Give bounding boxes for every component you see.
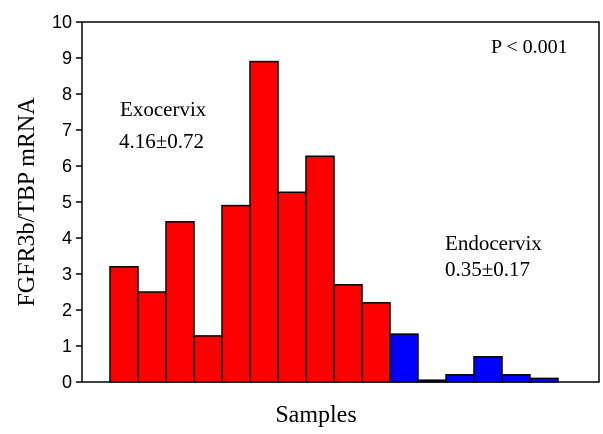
bar-exocervix-10	[361, 302, 391, 383]
exocervix-label: Exocervix	[120, 97, 207, 121]
y-tick-label: 2	[62, 300, 72, 320]
bar-endocervix-2	[417, 379, 447, 383]
y-tick-label: 6	[62, 156, 72, 176]
bar-exocervix-3	[165, 221, 195, 383]
p-value-annotation: P < 0.001	[491, 36, 568, 58]
bar-endocervix-3	[445, 374, 475, 383]
y-tick-label: 1	[62, 336, 72, 356]
y-tick-label: 7	[62, 120, 72, 140]
bar-exocervix-1	[109, 266, 139, 383]
bar-exocervix-5	[221, 204, 251, 383]
y-tick-label: 4	[62, 228, 72, 248]
bars	[109, 60, 559, 383]
bar-exocervix-4	[193, 335, 223, 383]
y-tick-label: 0	[62, 372, 72, 392]
y-axis: 0 1 2 3 4 5 6 7 8 9 10	[52, 12, 82, 392]
bar-exocervix-9	[333, 284, 363, 383]
bar-endocervix-1	[389, 333, 419, 383]
bar-endocervix-4	[473, 356, 503, 383]
y-tick-label: 9	[62, 48, 72, 68]
exocervix-stat: 4.16±0.72	[119, 129, 204, 153]
bar-exocervix-7	[277, 191, 307, 383]
y-tick-label: 5	[62, 192, 72, 212]
endocervix-stat: 0.35±0.17	[445, 257, 530, 281]
bar-endocervix-5	[501, 374, 531, 383]
y-tick-label: 3	[62, 264, 72, 284]
y-axis-title: FGFR3b/TBP mRNA	[14, 97, 40, 307]
bar-exocervix-2	[137, 291, 167, 383]
bar-exocervix-6	[249, 60, 279, 383]
endocervix-label: Endocervix	[445, 231, 542, 255]
y-tick-label: 10	[52, 12, 72, 32]
bar-exocervix-8	[305, 155, 335, 383]
bar-endocervix-6	[529, 377, 559, 383]
x-axis-title: Samples	[275, 402, 356, 428]
y-tick-label: 8	[62, 84, 72, 104]
